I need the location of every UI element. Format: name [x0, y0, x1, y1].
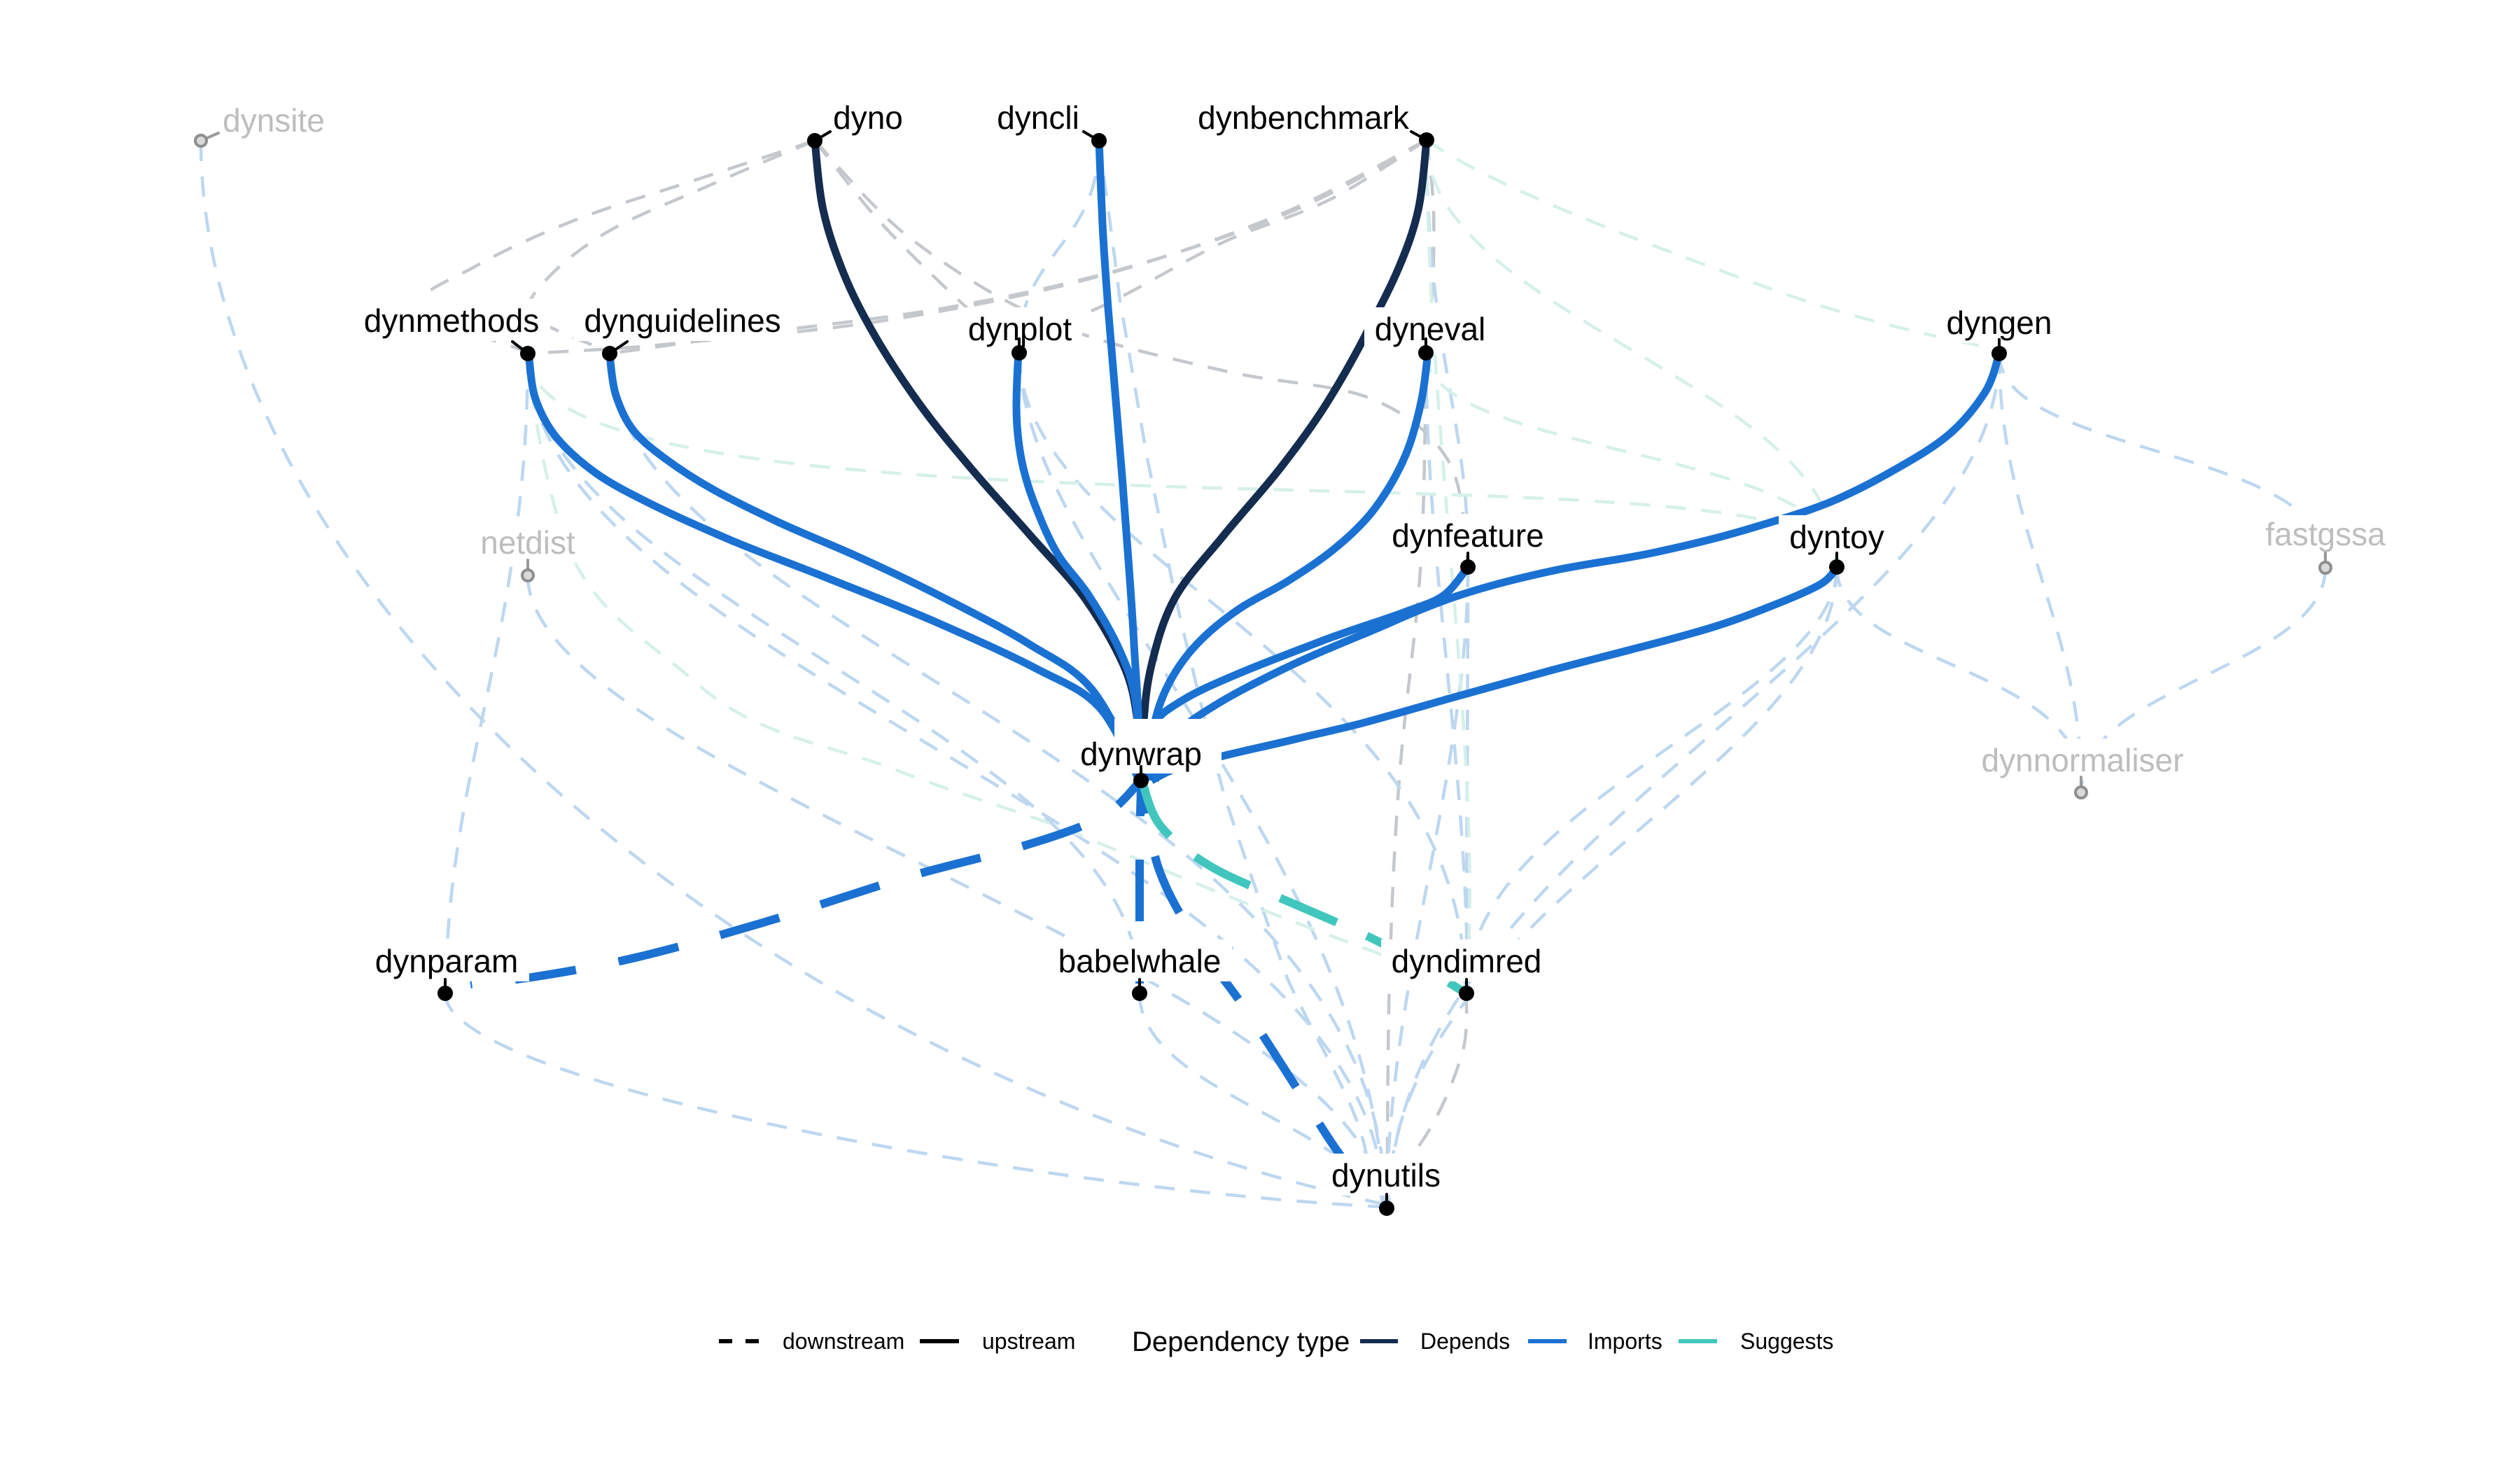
- svg-text:Suggests: Suggests: [1740, 1329, 1833, 1354]
- svg-text:babelwhale: babelwhale: [1058, 943, 1222, 979]
- svg-text:dyntoy: dyntoy: [1789, 519, 1884, 555]
- svg-text:dyncli: dyncli: [997, 99, 1079, 136]
- svg-text:netdist: netdist: [480, 524, 575, 561]
- svg-text:upstream: upstream: [982, 1329, 1075, 1354]
- svg-text:Imports: Imports: [1588, 1329, 1662, 1354]
- svg-text:dynutils: dynutils: [1331, 1157, 1441, 1194]
- svg-text:dyngen: dyngen: [1947, 304, 2052, 341]
- svg-text:dynplot: dynplot: [968, 311, 1072, 347]
- svg-text:dynparam: dynparam: [375, 943, 519, 979]
- svg-text:dynwrap: dynwrap: [1080, 736, 1202, 772]
- svg-text:Dependency type: Dependency type: [1132, 1326, 1350, 1357]
- svg-text:dyno: dyno: [833, 99, 903, 136]
- svg-text:dynnormaliser: dynnormaliser: [1982, 742, 2184, 778]
- svg-text:dynguidelines: dynguidelines: [584, 302, 780, 339]
- svg-text:fastgssa: fastgssa: [2265, 516, 2386, 552]
- svg-text:dynfeature: dynfeature: [1392, 517, 1544, 554]
- svg-text:dynmethods: dynmethods: [364, 302, 540, 339]
- svg-text:dyndimred: dyndimred: [1392, 943, 1542, 979]
- svg-text:Depends: Depends: [1420, 1329, 1510, 1354]
- svg-text:dyneval: dyneval: [1375, 311, 1486, 347]
- svg-text:dynbenchmark: dynbenchmark: [1198, 99, 1410, 136]
- svg-text:dynsite: dynsite: [223, 102, 325, 139]
- svg-text:downstream: downstream: [783, 1329, 904, 1354]
